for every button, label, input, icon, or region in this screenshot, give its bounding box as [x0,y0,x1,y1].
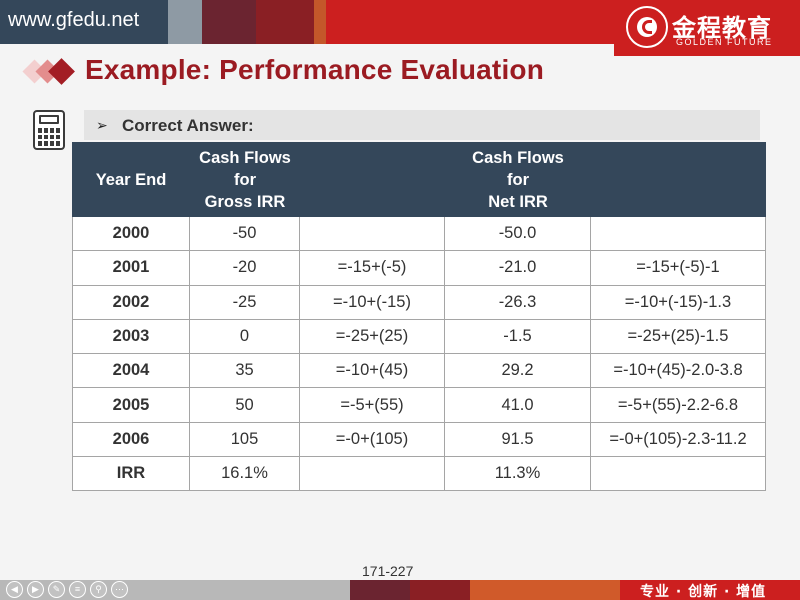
table-row: 2004 35 =-10+(45) 29.2 =-10+(45)-2.0-3.8 [72,353,766,389]
table-row: 2001 -20 =-15+(-5) -21.0 =-15+(-5)-1 [72,250,766,286]
gross-cash-flow-cell: -25 [189,284,300,320]
net-calc-cell: =-0+(105)-2.3-11.2 [590,421,766,458]
slide-nav-controls: ◀ ▶ ✎ ≡ ⚲ ⋯ [6,581,128,598]
net-calc-cell [590,456,766,492]
year-cell: 2005 [72,387,190,423]
year-cell: 2006 [72,421,190,458]
arrow-bullet-icon: ➢ [96,117,108,133]
gross-calc-cell: =-25+(25) [299,318,445,355]
net-cash-flow-cell: 29.2 [444,353,591,389]
diamond-bullet-icon [22,58,82,86]
gross-calc-cell: =-10+(45) [299,353,445,389]
year-cell: 2000 [72,215,190,252]
banner-strip [256,0,314,44]
header-gross-irr: Cash Flows for Gross IRR [189,142,445,217]
gross-calc-cell: =-10+(-15) [299,284,445,320]
table-row: 2005 50 =-5+(55) 41.0 =-5+(55)-2.2-6.8 [72,387,766,423]
more-icon[interactable]: ⋯ [111,581,128,598]
net-cash-flow-cell: -50.0 [444,215,591,252]
gross-calc-cell: =-0+(105) [299,421,445,458]
header-net-irr: Cash Flows for Net IRR [444,142,766,217]
net-calc-cell: =-25+(25)-1.5 [590,318,766,355]
menu-icon[interactable]: ≡ [69,581,86,598]
gross-cash-flow-cell: 50 [189,387,300,423]
logo-chinese-text: 金程教育 [672,14,772,42]
footer-slogan: 专业 · 创新 · 增值 [640,584,767,600]
gross-calc-cell [299,215,445,252]
net-calc-cell: =-5+(55)-2.2-6.8 [590,387,766,423]
table-row: 2006 105 =-0+(105) 91.5 =-0+(105)-2.3-11… [72,421,766,458]
pen-icon[interactable]: ✎ [48,581,65,598]
gross-cash-flow-cell: 105 [189,421,300,458]
net-calc-cell [590,215,766,252]
logo-english-text: GOLDEN FUTURE [676,37,773,47]
calculator-icon [33,110,65,150]
net-cash-flow-cell: -21.0 [444,250,591,286]
footer-bar: 专业 · 创新 · 增值 [0,580,800,600]
gross-calc-cell: =-5+(55) [299,387,445,423]
table-row: 2003 0 =-25+(25) -1.5 =-25+(25)-1.5 [72,318,766,355]
table-row: 2000 -50 -50.0 [72,215,766,252]
year-cell: 2003 [72,318,190,355]
banner-strip [168,0,202,44]
net-cash-flow-cell: -1.5 [444,318,591,355]
year-cell: 2004 [72,353,190,389]
year-cell: 2002 [72,284,190,320]
net-calc-cell: =-10+(-15)-1.3 [590,284,766,320]
previous-slide-icon[interactable]: ◀ [6,581,23,598]
gross-cash-flow-cell: 0 [189,318,300,355]
net-cash-flow-cell: 41.0 [444,387,591,423]
zoom-icon[interactable]: ⚲ [90,581,107,598]
logo-seal-icon [626,6,668,48]
net-calc-cell: =-15+(-5)-1 [590,250,766,286]
gross-irr-cell: 16.1% [189,456,300,492]
year-cell: 2001 [72,250,190,286]
header-year-end: Year End [72,142,190,217]
gross-cash-flow-cell: -50 [189,215,300,252]
gross-calc-cell: =-15+(-5) [299,250,445,286]
net-cash-flow-cell: -26.3 [444,284,591,320]
correct-answer-label: Correct Answer: [122,116,254,135]
table-row: 2002 -25 =-10+(-15) -26.3 =-10+(-15)-1.3 [72,284,766,320]
page-number: 171-227 [362,563,414,579]
irr-label-cell: IRR [72,456,190,492]
site-url-box: www.gfedu.net [0,0,168,44]
gross-cash-flow-cell: 35 [189,353,300,389]
next-slide-icon[interactable]: ▶ [27,581,44,598]
gross-calc-cell [299,456,445,492]
site-url: www.gfedu.net [8,9,140,31]
table-header-row: Year End Cash Flows for Gross IRR Cash F… [72,142,766,217]
banner-strip [202,0,256,44]
net-calc-cell: =-10+(45)-2.0-3.8 [590,353,766,389]
brand-logo: 金程教育 GOLDEN FUTURE [614,0,800,56]
gross-cash-flow-cell: -20 [189,250,300,286]
correct-answer-bar: ➢ Correct Answer: [84,110,760,140]
net-cash-flow-cell: 91.5 [444,421,591,458]
table-row-irr: IRR 16.1% 11.3% [72,456,766,492]
page-title: Example: Performance Evaluation [85,54,545,85]
net-irr-cell: 11.3% [444,456,591,492]
performance-table: Year End Cash Flows for Gross IRR Cash F… [72,142,766,492]
banner-strip [314,0,326,44]
